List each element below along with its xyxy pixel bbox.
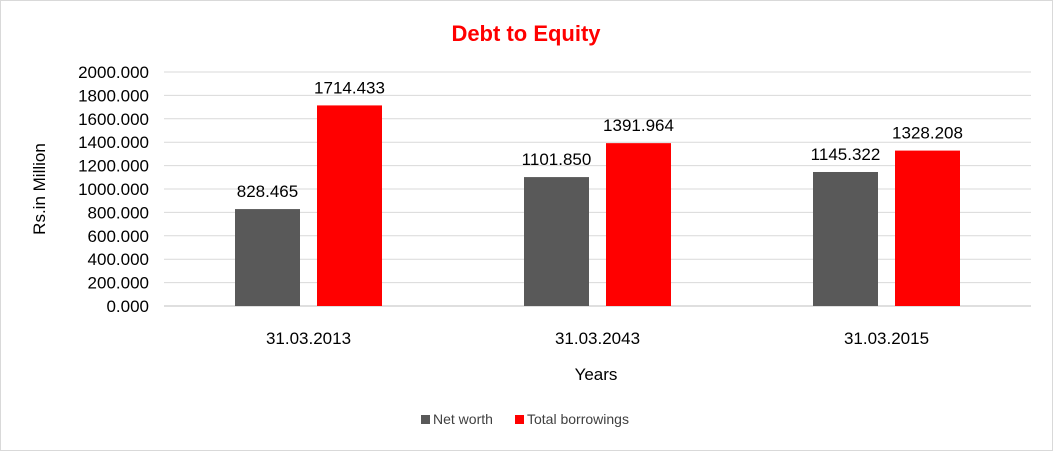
- x-tick-label: 31.03.2043: [555, 329, 640, 348]
- y-tick-label: 800.000: [88, 203, 149, 222]
- data-label: 1714.433: [314, 78, 385, 97]
- y-tick-label: 1600.000: [78, 110, 149, 129]
- bar-total-borrowings: [317, 105, 382, 306]
- legend: Net worth Total borrowings: [421, 411, 629, 427]
- x-axis-ticks: 31.03.2013 31.03.2043 31.03.2015: [266, 329, 929, 348]
- y-tick-label: 0.000: [106, 297, 149, 316]
- y-tick-label: 1800.000: [78, 86, 149, 105]
- x-tick-label: 31.03.2013: [266, 329, 351, 348]
- bar-net-worth: [524, 177, 589, 306]
- y-axis-ticks: 0.000 200.000 400.000 600.000 800.000 1000.00…: [78, 63, 149, 316]
- data-label: 1145.322: [811, 145, 881, 164]
- y-tick-label: 600.000: [88, 227, 149, 246]
- bars: [235, 105, 960, 306]
- data-labels: 828.465 1714.433 1101.850 1391.964 1145.322 1…: [237, 78, 963, 201]
- x-tick-label: 31.03.2015: [844, 329, 929, 348]
- y-tick-label: 1000.000: [78, 180, 149, 199]
- bar-total-borrowings: [895, 150, 960, 306]
- y-tick-label: 1400.000: [78, 133, 149, 152]
- y-axis-title: Rs.in Million: [30, 143, 49, 235]
- gridlines: [164, 71, 1031, 307]
- y-tick-label: 200.000: [88, 274, 149, 293]
- y-tick-label: 1200.000: [78, 157, 149, 176]
- legend-swatch-total-borrowings: [515, 415, 524, 424]
- bar-net-worth: [813, 171, 878, 306]
- data-label: 1391.964: [603, 116, 674, 135]
- data-label: 1328.208: [892, 124, 963, 143]
- legend-swatch-net-worth: [421, 415, 430, 424]
- chart-title: Debt to Equity: [451, 21, 601, 46]
- x-axis-title: Years: [575, 365, 618, 384]
- bar-total-borrowings: [606, 143, 671, 306]
- legend-label-net-worth: Net worth: [433, 411, 493, 427]
- y-tick-label: 2000.000: [78, 63, 149, 82]
- y-tick-label: 400.000: [88, 250, 149, 269]
- data-label: 1101.850: [522, 150, 592, 169]
- data-label: 828.465: [237, 182, 298, 201]
- bar-net-worth: [235, 209, 300, 306]
- legend-label-total-borrowings: Total borrowings: [527, 411, 629, 427]
